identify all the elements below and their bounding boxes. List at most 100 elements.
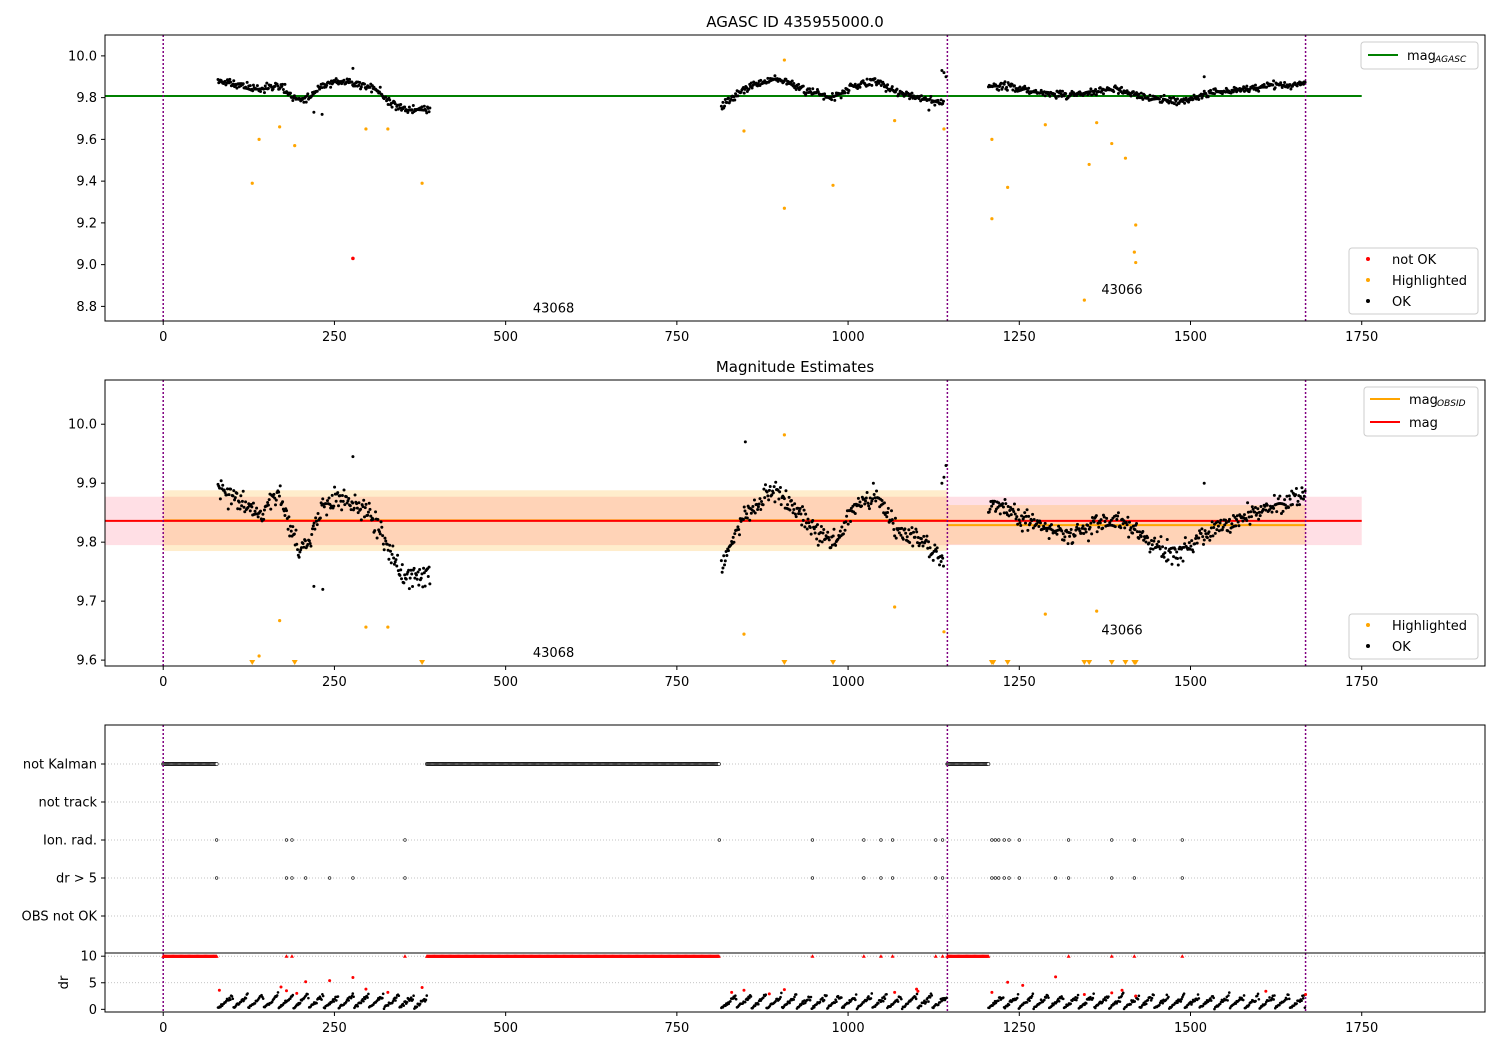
ok-point: [860, 504, 864, 508]
flag-label: dr > 5: [56, 872, 97, 887]
ok-point: [864, 499, 868, 503]
ok-point: [832, 527, 836, 531]
ok-point: [306, 543, 310, 547]
flag-point: [993, 838, 997, 842]
ok-point: [232, 79, 236, 83]
ok-point: [262, 517, 266, 521]
highlighted-point: [278, 125, 282, 129]
ok-point: [1235, 518, 1239, 522]
ok-point: [1015, 515, 1019, 519]
ok-point: [1183, 542, 1187, 546]
x-tick-label: 1500: [1174, 675, 1207, 690]
dr-point: [362, 999, 365, 1003]
ok-point: [1229, 91, 1233, 95]
dr-point: [757, 1002, 760, 1006]
ok-point: [403, 573, 407, 577]
ok-point: [766, 76, 770, 80]
ok-point: [272, 492, 276, 496]
ok-point: [846, 91, 850, 95]
ok-point: [374, 510, 378, 514]
ok-point: [1095, 530, 1099, 534]
ok-point: [218, 497, 222, 501]
ok-point: [1221, 525, 1225, 529]
ok-point: [1228, 530, 1232, 534]
ok-point: [944, 464, 948, 468]
ok-point: [1157, 540, 1161, 544]
ok-point: [867, 82, 871, 86]
x-tick-label: 250: [322, 330, 347, 345]
ok-point: [240, 504, 244, 508]
ok-point: [1101, 92, 1105, 96]
ok-point: [407, 587, 411, 591]
ok-point: [1080, 526, 1084, 530]
ok-point: [806, 517, 810, 521]
ok-point: [291, 99, 295, 103]
ok-point: [756, 505, 760, 509]
ok-point: [269, 507, 273, 511]
ok-point: [1236, 520, 1240, 524]
ok-point: [1298, 80, 1302, 84]
ok-point: [1090, 515, 1094, 519]
ok-point: [911, 544, 915, 548]
ok-point: [1011, 507, 1015, 511]
ok-point: [1287, 505, 1291, 509]
ok-point: [1001, 502, 1005, 506]
ok-point: [1131, 531, 1135, 535]
dr-point: [1234, 1002, 1238, 1005]
ok-point: [1235, 514, 1239, 518]
ok-point: [1006, 505, 1010, 509]
ok-point: [869, 502, 873, 506]
ok-point: [369, 514, 373, 518]
ok-point: [427, 110, 431, 114]
ok-point: [1005, 85, 1009, 89]
dr-point: [1254, 999, 1257, 1003]
dr-saturated-marker: [878, 954, 883, 958]
chart-title: Magnitude Estimates: [716, 358, 874, 376]
y-tick-label: 9.7: [76, 595, 97, 610]
ok-point: [218, 486, 222, 490]
ok-point: [325, 513, 329, 517]
ok-point: [1246, 501, 1250, 505]
ok-point: [1219, 518, 1223, 522]
highlighted-point: [1110, 141, 1114, 146]
ok-point: [772, 485, 776, 489]
ok-point: [752, 498, 756, 502]
ok-point: [1296, 499, 1300, 503]
ok-point: [1063, 535, 1067, 539]
x-tick-label: 750: [664, 330, 689, 345]
plot-frame: [104, 379, 1486, 667]
ok-point: [342, 78, 346, 82]
ok-point: [1012, 510, 1016, 514]
ok-point: [927, 108, 931, 112]
ok-point: [793, 512, 797, 516]
ok-point: [1018, 85, 1022, 89]
ok-point: [997, 88, 1001, 92]
y-tick-label: 9.8: [76, 536, 97, 551]
dr-point: [1242, 994, 1246, 997]
ok-point: [907, 528, 911, 532]
flag-point: [304, 876, 308, 880]
x-tick-label: 1500: [1174, 330, 1207, 345]
ok-point: [804, 91, 808, 95]
ok-point: [767, 488, 771, 492]
ok-point: [834, 543, 838, 547]
dr-point: [870, 992, 874, 995]
highlighted-point: [893, 605, 897, 609]
ok-point: [1224, 90, 1228, 94]
ok-point: [358, 80, 362, 84]
dr-point: [780, 991, 783, 995]
ok-point: [1068, 531, 1072, 535]
dr-point: [835, 1000, 838, 1003]
ok-point: [411, 103, 415, 107]
ok-point: [1139, 534, 1143, 538]
ok-point: [308, 541, 312, 545]
ok-point: [362, 515, 366, 519]
dr-point: [945, 996, 948, 1000]
ok-point: [1116, 91, 1120, 95]
highlighted-point: [1095, 609, 1099, 613]
dr-point: [231, 997, 235, 1001]
ok-point: [1246, 510, 1250, 514]
dr-point: [412, 994, 415, 998]
highlighted-point: [420, 181, 424, 185]
